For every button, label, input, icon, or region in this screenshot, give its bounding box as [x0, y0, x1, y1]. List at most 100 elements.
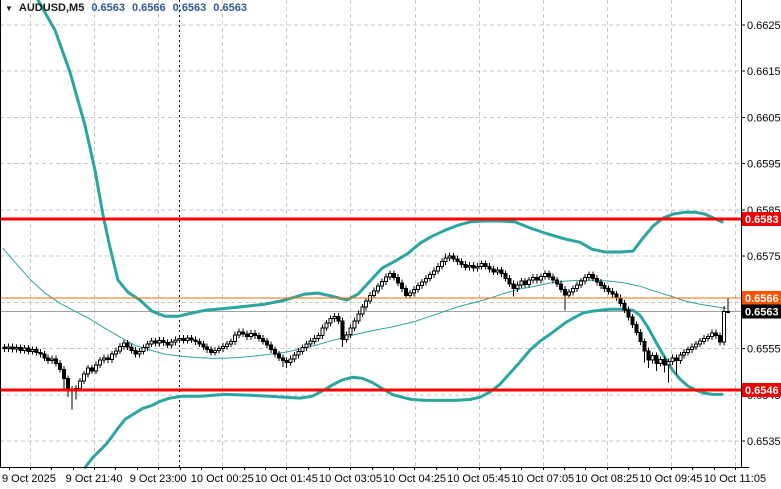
candle: [221, 343, 226, 352]
candle: [185, 334, 190, 344]
ohlc-high: 0.6566: [131, 2, 166, 14]
candle: [125, 339, 130, 350]
candle: [539, 273, 544, 284]
candle: [570, 285, 575, 296]
candle: [626, 306, 631, 321]
candle: [292, 351, 297, 362]
candle: [543, 270, 548, 280]
candle: [706, 333, 711, 342]
candle: [455, 255, 460, 265]
symbol-marker-icon: ▼: [5, 3, 13, 13]
x-tick-label: 10 Oct 00:25: [191, 473, 254, 485]
candle: [407, 289, 412, 299]
candle: [18, 344, 23, 354]
candle: [145, 340, 150, 351]
candle: [10, 343, 15, 353]
svg-text:0.6546: 0.6546: [745, 385, 779, 397]
candle: [74, 385, 78, 400]
upper-band-line: [36, 0, 724, 318]
candle: [578, 277, 583, 289]
svg-text:0.6566: 0.6566: [745, 293, 779, 305]
candle: [519, 277, 524, 289]
ohlc-open: 0.6563: [91, 2, 125, 14]
ohlc-close: 0.6563: [213, 2, 247, 14]
candle: [161, 337, 166, 346]
candle: [527, 277, 532, 288]
candle: [694, 340, 699, 350]
candle: [618, 294, 623, 307]
candle: [229, 338, 234, 348]
candle: [372, 287, 377, 299]
candle: [177, 335, 182, 344]
ohlc-low: 0.6563: [172, 2, 207, 14]
candle: [260, 335, 265, 345]
candle: [654, 352, 659, 371]
candle: [491, 265, 496, 276]
candle: [551, 273, 556, 284]
x-axis[interactable]: 9 Oct 2025 9 Oct 21:40 9 Oct 23:00 10 Oct 0…: [2, 467, 766, 485]
candle: [256, 332, 261, 342]
candle: [646, 347, 651, 369]
y-tick-label: 0.6595: [747, 159, 781, 171]
candle: [674, 354, 679, 375]
candle: [650, 352, 655, 364]
candle: [666, 358, 671, 383]
candle: [22, 344, 27, 354]
candle: [225, 340, 230, 350]
candle: [14, 344, 19, 353]
candle: [296, 348, 301, 359]
candle: [276, 350, 281, 362]
candle: [264, 338, 269, 349]
candle: [117, 343, 122, 355]
candle: [153, 338, 158, 347]
candle: [121, 339, 126, 350]
candle: [463, 261, 468, 271]
candle: [686, 346, 691, 356]
price-badge-resistance[interactable]: 0.6583: [742, 212, 781, 227]
candle: [46, 354, 51, 364]
candle: [630, 314, 635, 328]
candle: [726, 297, 730, 314]
candle: [245, 330, 249, 340]
middle-band-line: [2, 247, 727, 359]
y-tick-label: 0.6615: [747, 66, 781, 78]
candle: [710, 329, 715, 340]
candle: [189, 334, 194, 344]
candle: [400, 279, 404, 292]
candle: [602, 282, 607, 292]
candle: [105, 354, 110, 363]
candle: [451, 252, 456, 263]
candle: [392, 270, 397, 281]
candle: [423, 275, 428, 286]
candle: [503, 270, 508, 282]
candle: [515, 281, 520, 292]
y-tick-label: 0.6625: [747, 20, 781, 32]
candle: [217, 345, 222, 354]
candle: [165, 339, 170, 349]
candle: [443, 253, 448, 265]
candle: [129, 343, 134, 354]
candle: [670, 354, 675, 365]
candle: [101, 354, 106, 364]
candle: [320, 324, 325, 339]
price-badge-intraday-level[interactable]: 0.6566: [742, 290, 781, 305]
candle: [483, 260, 488, 270]
candle: [109, 350, 114, 363]
svg-text:0.6563: 0.6563: [745, 307, 779, 319]
candle: [495, 266, 500, 276]
candle: [2, 344, 7, 352]
candle: [149, 338, 154, 348]
candle: [682, 349, 687, 359]
candle: [475, 263, 480, 272]
candle: [6, 343, 11, 352]
y-tick-label: 0.6605: [747, 112, 781, 124]
candle: [272, 346, 277, 358]
price-badge-current-price[interactable]: 0.6563: [742, 304, 781, 319]
candle: [237, 328, 241, 338]
x-tick-label: 10 Oct 03:05: [319, 473, 382, 485]
candle: [435, 263, 440, 275]
price-badge-support[interactable]: 0.6546: [742, 383, 781, 398]
candle: [427, 271, 432, 282]
